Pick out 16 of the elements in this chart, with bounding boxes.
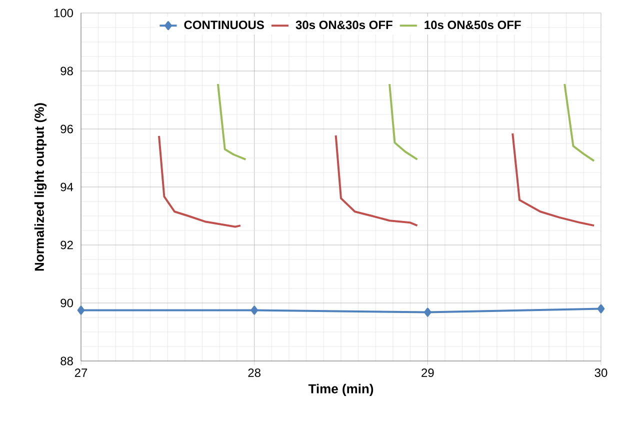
y-tick-label: 94 — [60, 182, 74, 192]
x-tick-label: 29 — [422, 368, 434, 378]
y-tick-label: 90 — [60, 298, 74, 308]
y-tick-label: 98 — [60, 66, 73, 76]
x-tick-label: 27 — [74, 368, 88, 377]
x-tick-label: 30 — [594, 368, 608, 378]
y-axis-title: Normalized light output (%) — [34, 103, 47, 271]
y-tick-label: 88 — [60, 356, 73, 366]
y-tick-label: 96 — [60, 124, 73, 134]
legend-label: CONTINUOUS — [184, 20, 264, 30]
y-tick-label: 100 — [54, 8, 74, 18]
x-axis-title: Time (min) — [308, 384, 374, 396]
y-tick-label: 92 — [60, 240, 73, 250]
x-tick-label: 28 — [248, 368, 260, 378]
legend-label: 10s ON&50s OFF — [424, 20, 521, 30]
legend-label: 30s ON&30s OFF — [296, 20, 392, 30]
